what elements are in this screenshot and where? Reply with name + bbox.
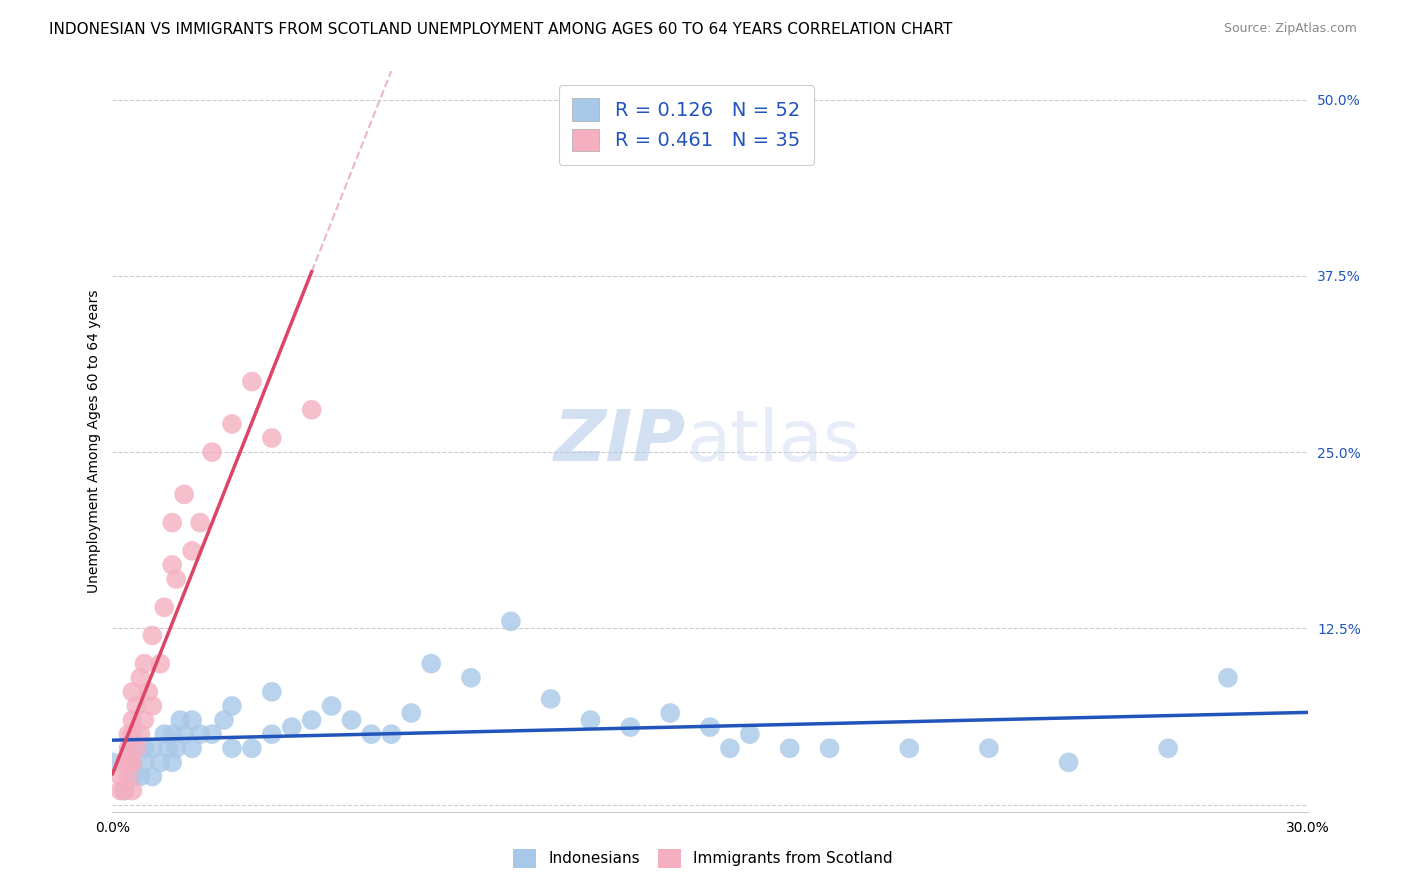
- Point: [121, 756, 143, 770]
- Point: [129, 769, 152, 783]
- Point: [121, 685, 143, 699]
- Point: [579, 713, 602, 727]
- Point: [149, 657, 172, 671]
- Point: [101, 756, 124, 770]
- Point: [977, 741, 1000, 756]
- Legend: R = 0.126   N = 52, R = 0.461   N = 35: R = 0.126 N = 52, R = 0.461 N = 35: [558, 85, 814, 165]
- Text: atlas: atlas: [686, 407, 860, 476]
- Point: [321, 698, 343, 713]
- Point: [162, 756, 183, 770]
- Point: [138, 685, 160, 699]
- Point: [201, 727, 224, 741]
- Point: [125, 741, 148, 756]
- Point: [121, 741, 143, 756]
- Point: [117, 756, 139, 770]
- Point: [181, 741, 204, 756]
- Point: [110, 783, 132, 797]
- Point: [201, 445, 224, 459]
- Point: [260, 685, 283, 699]
- Point: [1057, 756, 1080, 770]
- Point: [114, 756, 135, 770]
- Point: [460, 671, 482, 685]
- Point: [162, 516, 183, 530]
- Point: [134, 713, 156, 727]
- Point: [121, 756, 143, 770]
- Text: Source: ZipAtlas.com: Source: ZipAtlas.com: [1223, 22, 1357, 36]
- Point: [134, 741, 156, 756]
- Point: [114, 783, 135, 797]
- Point: [121, 769, 143, 783]
- Point: [540, 692, 562, 706]
- Point: [110, 769, 132, 783]
- Legend: Indonesians, Immigrants from Scotland: Indonesians, Immigrants from Scotland: [508, 843, 898, 873]
- Point: [157, 741, 180, 756]
- Point: [134, 756, 156, 770]
- Text: ZIP: ZIP: [554, 407, 686, 476]
- Point: [260, 727, 283, 741]
- Point: [134, 657, 156, 671]
- Point: [181, 544, 204, 558]
- Point: [240, 375, 263, 389]
- Point: [380, 727, 402, 741]
- Point: [141, 769, 163, 783]
- Point: [165, 741, 187, 756]
- Point: [121, 713, 143, 727]
- Point: [121, 727, 143, 741]
- Point: [117, 769, 139, 783]
- Point: [162, 727, 183, 741]
- Point: [173, 487, 195, 501]
- Point: [188, 727, 211, 741]
- Point: [165, 572, 187, 586]
- Point: [181, 713, 204, 727]
- Point: [114, 783, 135, 797]
- Point: [699, 720, 721, 734]
- Point: [260, 431, 283, 445]
- Point: [173, 727, 195, 741]
- Point: [149, 756, 172, 770]
- Point: [153, 600, 176, 615]
- Text: INDONESIAN VS IMMIGRANTS FROM SCOTLAND UNEMPLOYMENT AMONG AGES 60 TO 64 YEARS CO: INDONESIAN VS IMMIGRANTS FROM SCOTLAND U…: [49, 22, 953, 37]
- Point: [818, 741, 841, 756]
- Point: [117, 741, 139, 756]
- Point: [898, 741, 921, 756]
- Point: [281, 720, 304, 734]
- Point: [659, 706, 682, 720]
- Point: [162, 558, 183, 572]
- Point: [141, 628, 163, 642]
- Point: [738, 727, 761, 741]
- Point: [340, 713, 363, 727]
- Point: [129, 727, 152, 741]
- Point: [141, 741, 163, 756]
- Point: [499, 615, 522, 629]
- Y-axis label: Unemployment Among Ages 60 to 64 years: Unemployment Among Ages 60 to 64 years: [87, 290, 101, 593]
- Point: [221, 698, 243, 713]
- Point: [141, 698, 163, 713]
- Point: [129, 671, 152, 685]
- Point: [117, 727, 139, 741]
- Point: [221, 741, 243, 756]
- Point: [718, 741, 741, 756]
- Point: [301, 402, 323, 417]
- Point: [1157, 741, 1180, 756]
- Point: [221, 417, 243, 431]
- Point: [619, 720, 641, 734]
- Point: [125, 698, 148, 713]
- Point: [420, 657, 443, 671]
- Point: [360, 727, 382, 741]
- Point: [212, 713, 235, 727]
- Point: [153, 727, 176, 741]
- Point: [169, 713, 191, 727]
- Point: [1216, 671, 1239, 685]
- Point: [301, 713, 323, 727]
- Point: [188, 516, 211, 530]
- Point: [401, 706, 423, 720]
- Point: [779, 741, 801, 756]
- Point: [240, 741, 263, 756]
- Point: [121, 783, 143, 797]
